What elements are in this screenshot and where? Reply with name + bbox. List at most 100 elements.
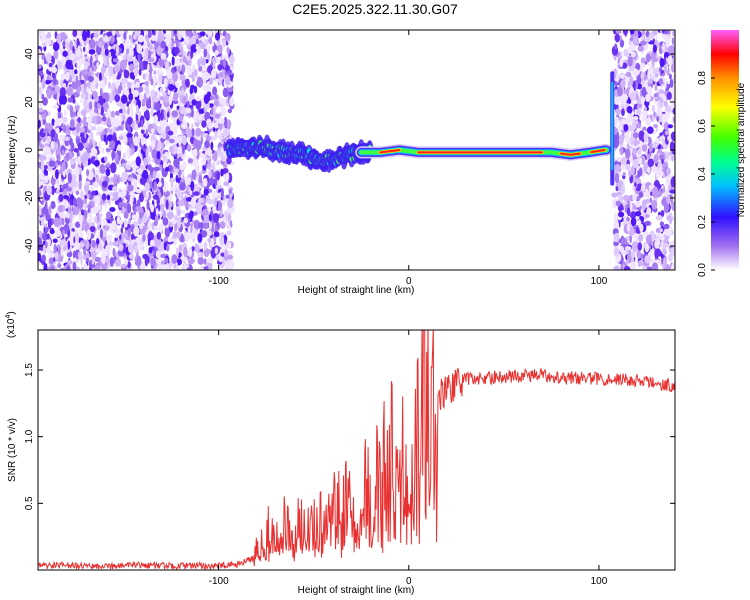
noise-speckle <box>138 243 143 250</box>
noise-speckle <box>86 169 90 177</box>
noise-speckle <box>85 64 88 70</box>
noise-speckle <box>186 144 192 152</box>
noise-speckle <box>153 114 158 125</box>
noise-speckle <box>185 126 191 138</box>
noise-speckle <box>165 199 169 210</box>
noise-speckle <box>200 58 207 66</box>
noise-speckle <box>170 201 173 208</box>
noise-speckle <box>93 159 100 167</box>
snr-y-ticks: 0.5 1.0 1.5 <box>24 363 675 510</box>
noise-speckle <box>118 219 124 225</box>
noise-speckle <box>45 52 52 63</box>
noise-speckle <box>174 188 181 195</box>
noise-speckle <box>128 47 134 58</box>
noise-speckle <box>110 162 117 174</box>
noise-speckle <box>126 164 131 171</box>
noise-speckle <box>79 57 86 65</box>
noise-speckle <box>653 67 660 75</box>
noise-speckle <box>63 188 68 196</box>
noise-speckle <box>69 198 73 206</box>
noise-speckle <box>52 41 60 52</box>
noise-speckle <box>164 61 170 71</box>
noise-speckle <box>83 262 88 270</box>
noise-speckle <box>110 176 114 182</box>
noise-speckle <box>201 43 207 50</box>
colorbar-tick-label: 0.0 <box>697 263 708 277</box>
noise-speckle <box>50 90 58 95</box>
noise-speckle <box>614 164 621 173</box>
noise-speckle <box>80 154 87 164</box>
noise-speckle <box>164 228 171 238</box>
noise-speckle <box>62 83 66 88</box>
noise-speckle <box>44 241 48 249</box>
noise-speckle <box>653 154 659 164</box>
noise-speckle <box>671 262 675 270</box>
noise-speckle <box>650 152 655 159</box>
noise-speckle <box>114 186 118 192</box>
noise-speckle <box>128 243 134 254</box>
noise-speckle <box>39 154 45 161</box>
noise-speckle <box>632 80 636 89</box>
noise-speckle <box>53 49 59 60</box>
noise-speckle <box>614 172 620 184</box>
noise-speckle <box>195 160 199 169</box>
noise-speckle <box>94 264 101 270</box>
noise-speckle <box>124 38 130 49</box>
noise-speckle <box>75 221 81 228</box>
noise-speckle <box>107 117 111 125</box>
noise-speckle <box>54 251 59 260</box>
noise-speckle <box>612 198 617 209</box>
x-tick-label: -100 <box>209 576 229 587</box>
noise-speckle <box>211 222 215 233</box>
noise-speckle <box>656 169 660 180</box>
noise-speckle <box>96 175 100 183</box>
colorbar-tick-label: 0.2 <box>697 215 708 229</box>
noise-speckle <box>99 72 102 81</box>
noise-speckle <box>167 211 174 220</box>
noise-speckle <box>641 36 645 41</box>
noise-speckle <box>646 126 654 134</box>
noise-speckle <box>106 194 111 201</box>
noise-speckle <box>145 128 149 137</box>
noise-speckle <box>65 152 70 161</box>
noise-speckle <box>136 168 143 174</box>
noise-speckle <box>213 231 220 238</box>
noise-speckle <box>135 81 140 89</box>
noise-speckle <box>634 211 642 217</box>
noise-speckle <box>642 110 648 117</box>
noise-speckle <box>74 232 80 244</box>
noise-speckle <box>646 153 651 159</box>
noise-speckle <box>150 204 155 213</box>
noise-speckle <box>106 234 113 242</box>
noise-speckle <box>618 134 624 145</box>
noise-speckle <box>182 55 187 64</box>
noise-speckle <box>652 57 659 63</box>
noise-speckle <box>656 116 659 122</box>
noise-speckle <box>128 92 134 101</box>
noise-speckle <box>622 172 626 176</box>
noise-speckle <box>46 135 52 144</box>
noise-speckle <box>66 124 71 133</box>
noise-speckle <box>166 33 171 40</box>
noise-speckle <box>90 148 98 157</box>
noise-speckle <box>198 222 205 229</box>
noise-speckle <box>658 166 663 174</box>
noise-speckle <box>632 35 639 46</box>
noise-speckle <box>82 30 88 42</box>
noise-speckle <box>38 30 45 37</box>
noise-speckle <box>38 205 42 216</box>
noise-speckle <box>207 198 215 205</box>
noise-speckle <box>214 130 217 140</box>
noise-speckle <box>620 96 627 106</box>
noise-speckle <box>55 162 58 169</box>
noise-speckle <box>117 208 121 216</box>
noise-speckle <box>203 214 211 223</box>
noise-speckle <box>74 105 80 111</box>
noise-speckle <box>149 239 155 247</box>
noise-speckle <box>641 30 645 37</box>
noise-speckle <box>206 118 212 124</box>
noise-speckle <box>94 256 101 262</box>
noise-speckle <box>128 217 132 224</box>
noise-speckle <box>83 61 91 67</box>
noise-speckle <box>159 87 164 93</box>
